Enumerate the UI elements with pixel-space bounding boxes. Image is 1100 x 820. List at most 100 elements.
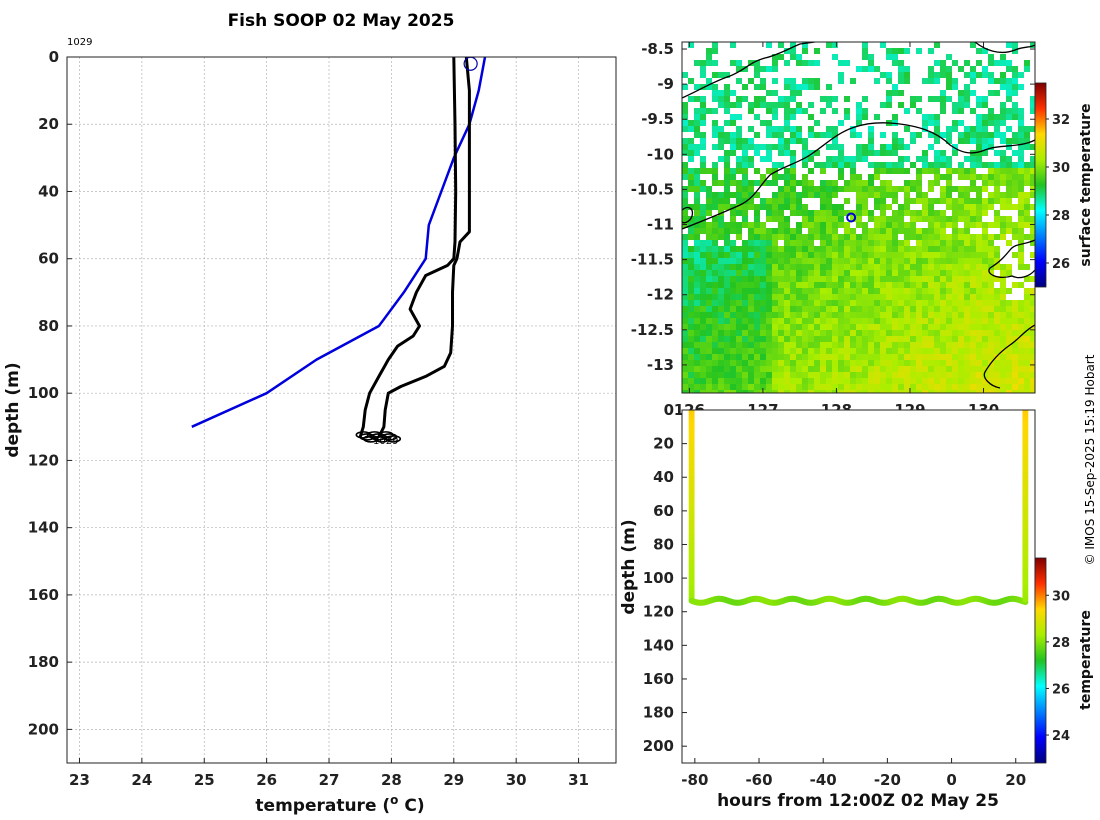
sst-cell bbox=[814, 192, 820, 198]
sst-cell bbox=[730, 138, 736, 144]
sst-cell bbox=[688, 390, 694, 393]
sst-cell bbox=[724, 312, 730, 318]
sst-cell bbox=[976, 390, 982, 393]
sst-cell bbox=[976, 210, 982, 216]
sst-cell bbox=[940, 276, 946, 282]
sst-cell bbox=[856, 330, 862, 336]
sst-cell bbox=[898, 144, 904, 150]
sst-cell bbox=[688, 150, 694, 156]
sst-cell bbox=[754, 342, 760, 348]
sst-cell bbox=[1024, 360, 1030, 366]
sst-cell bbox=[874, 204, 880, 210]
sst-cell bbox=[874, 186, 880, 192]
sst-cell bbox=[946, 180, 952, 186]
sst-cell bbox=[754, 372, 760, 378]
sst-cell bbox=[886, 318, 892, 324]
sst-cell bbox=[982, 66, 988, 72]
sst-cell bbox=[994, 294, 1000, 300]
sst-cell bbox=[784, 174, 790, 180]
sst-cell bbox=[892, 318, 898, 324]
sst-cell bbox=[718, 378, 724, 384]
sst-cell bbox=[952, 84, 958, 90]
sst-cell bbox=[814, 336, 820, 342]
sst-cell bbox=[856, 252, 862, 258]
sst-cell bbox=[898, 66, 904, 72]
sst-cell bbox=[754, 180, 760, 186]
sst-cell bbox=[682, 216, 688, 222]
sst-cell bbox=[844, 246, 850, 252]
sst-cell bbox=[856, 366, 862, 372]
sst-cell bbox=[982, 390, 988, 393]
sst-cell bbox=[778, 270, 784, 276]
sst-cell bbox=[706, 282, 712, 288]
sst-cell bbox=[700, 222, 706, 228]
sst-cell bbox=[730, 102, 736, 108]
sst-cell bbox=[892, 294, 898, 300]
sst-cell bbox=[772, 264, 778, 270]
sst-cell bbox=[868, 54, 874, 60]
sst-cell bbox=[958, 186, 964, 192]
sst-cell bbox=[982, 288, 988, 294]
sst-cell bbox=[688, 324, 694, 330]
sst-cell bbox=[754, 114, 760, 120]
sst-cell bbox=[880, 330, 886, 336]
sst-cell bbox=[916, 180, 922, 186]
sst-cell bbox=[1018, 312, 1024, 318]
sst-cell bbox=[838, 60, 844, 66]
sst-cell bbox=[862, 330, 868, 336]
sst-cell bbox=[718, 252, 724, 258]
x-tick-label: 29 bbox=[443, 771, 464, 789]
sst-cell bbox=[802, 180, 808, 186]
sst-cell bbox=[736, 102, 742, 108]
sst-cell bbox=[784, 240, 790, 246]
sst-cell bbox=[754, 276, 760, 282]
sst-cell bbox=[886, 258, 892, 264]
sst-cell bbox=[682, 234, 688, 240]
sst-cell bbox=[706, 78, 712, 84]
sst-cell bbox=[922, 360, 928, 366]
sst-cell bbox=[934, 372, 940, 378]
sst-cell bbox=[934, 318, 940, 324]
sst-cell bbox=[700, 294, 706, 300]
sst-cell bbox=[706, 360, 712, 366]
sst-cell bbox=[1000, 312, 1006, 318]
sst-cell bbox=[892, 246, 898, 252]
sst-cell bbox=[820, 288, 826, 294]
sst-cell bbox=[736, 342, 742, 348]
x-tick-label: 30 bbox=[506, 771, 527, 789]
sst-cell bbox=[778, 312, 784, 318]
sst-cell bbox=[886, 216, 892, 222]
sst-cell bbox=[778, 276, 784, 282]
sst-cell bbox=[790, 210, 796, 216]
sst-cell bbox=[820, 324, 826, 330]
sst-cell bbox=[760, 372, 766, 378]
sst-cell bbox=[820, 330, 826, 336]
sst-cell bbox=[910, 210, 916, 216]
sst-cell bbox=[868, 126, 874, 132]
sst-cell bbox=[832, 138, 838, 144]
sst-cell bbox=[970, 90, 976, 96]
sst-cell bbox=[988, 372, 994, 378]
sst-cell bbox=[682, 210, 688, 216]
sst-cell bbox=[970, 246, 976, 252]
sst-cell bbox=[754, 222, 760, 228]
map-panel: -8.5-9-9.5-10-10.5-11-11.5-12-12.5-13126… bbox=[631, 40, 1094, 419]
sst-cell bbox=[712, 312, 718, 318]
sst-cell bbox=[982, 102, 988, 108]
sst-cell bbox=[976, 300, 982, 306]
sst-cell bbox=[778, 192, 784, 198]
sst-cell bbox=[874, 324, 880, 330]
sst-cell bbox=[1024, 324, 1030, 330]
sst-cell bbox=[712, 360, 718, 366]
sst-cell bbox=[736, 66, 742, 72]
sst-cell bbox=[772, 240, 778, 246]
sst-cell bbox=[988, 240, 994, 246]
sst-cell bbox=[844, 354, 850, 360]
sst-cell bbox=[874, 258, 880, 264]
map-colorbar-tick-label: 28 bbox=[1052, 209, 1070, 224]
sst-cell bbox=[718, 138, 724, 144]
sst-cell bbox=[724, 366, 730, 372]
sst-cell bbox=[928, 120, 934, 126]
sst-cell bbox=[916, 312, 922, 318]
sst-cell bbox=[766, 276, 772, 282]
